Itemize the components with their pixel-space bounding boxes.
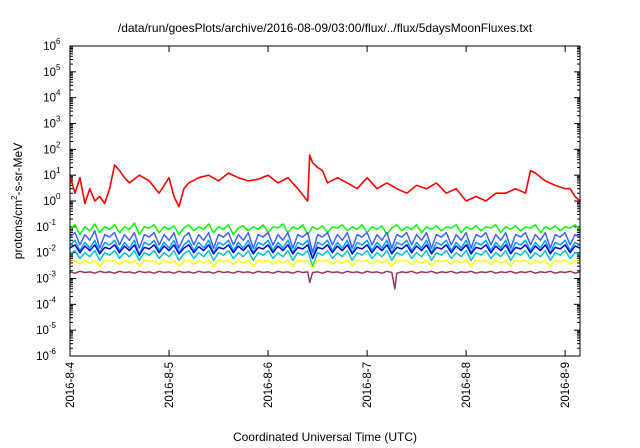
- y-tick-exponent: 3: [56, 115, 61, 124]
- series-group: [69, 154, 581, 290]
- x-tick-label: 2016-8-5: [164, 362, 176, 408]
- y-tick-exponent: 4: [56, 89, 61, 98]
- y-tick-label: 105: [43, 63, 61, 79]
- y-axis-label-rest: -s-sr-MeV: [11, 143, 25, 196]
- x-tick-label: 2016-8-6: [263, 362, 275, 408]
- y-tick-label: 10-4: [36, 295, 56, 311]
- y-tick-label: 103: [43, 115, 61, 131]
- x-tick-label: 2016-8-8: [461, 362, 473, 408]
- series-line-4: [69, 239, 581, 260]
- y-tick-label: 102: [43, 140, 61, 156]
- y-tick-base: 10: [36, 299, 49, 311]
- x-tick-label: 2016-8-9: [560, 362, 572, 408]
- series-line-3: [69, 230, 581, 254]
- series-line-1: [69, 154, 581, 208]
- series-line-2: [69, 222, 581, 236]
- chart-title: /data/run/goesPlots/archive/2016-08-09/0…: [118, 21, 533, 35]
- y-tick-base: 10: [36, 274, 49, 286]
- series-line-8: [69, 270, 581, 290]
- series-line-6: [69, 249, 581, 267]
- y-tick-exponent: 1: [56, 166, 61, 175]
- y-tick-label: 106: [43, 37, 61, 53]
- series-line-5: [69, 244, 581, 260]
- y-tick-label: 101: [43, 166, 61, 182]
- y-tick-base: 10: [43, 196, 56, 208]
- y-tick-exponent: -3: [49, 270, 57, 279]
- y-tick-exponent: -4: [49, 295, 57, 304]
- y-tick-label: 10-3: [36, 270, 56, 286]
- y-tick-exponent: -5: [49, 321, 57, 330]
- y-tick-exponent: 6: [56, 37, 61, 46]
- y-tick-label: 10-6: [36, 347, 56, 363]
- x-axis-label: Coordinated Universal Time (UTC): [233, 430, 417, 444]
- y-tick-label: 10-5: [36, 321, 56, 337]
- y-tick-base: 10: [36, 222, 49, 234]
- y-axis-label: protons/cm2-s-sr-MeV: [10, 143, 25, 259]
- y-tick-base: 10: [43, 67, 56, 79]
- y-tick-base: 10: [43, 93, 56, 105]
- y-tick-label: 104: [43, 89, 61, 105]
- y-tick-base: 10: [36, 325, 49, 337]
- y-tick-base: 10: [43, 144, 56, 156]
- x-axis-ticks: 2016-8-4 2016-8-5 2016-8-6 2016-8-7 2016-8-8…: [65, 46, 572, 408]
- plot-frame: [69, 45, 581, 357]
- y-tick-label: 10-1: [36, 218, 56, 234]
- y-tick-base: 10: [43, 41, 56, 53]
- y-tick-exponent: 5: [56, 63, 61, 72]
- y-axis-label-exponent: 2: [10, 195, 19, 200]
- x-tick-label: 2016-8-7: [362, 362, 374, 408]
- x-tick-label: 2016-8-4: [65, 361, 77, 408]
- y-tick-exponent: -1: [49, 218, 57, 227]
- y-tick-base: 10: [43, 119, 56, 131]
- y-tick-exponent: 0: [56, 192, 61, 201]
- y-tick-base: 10: [36, 248, 49, 260]
- y-tick-exponent: -2: [49, 244, 57, 253]
- y-tick-exponent: -6: [49, 347, 57, 356]
- y-axis-label-main: protons/cm: [11, 200, 25, 259]
- y-tick-label: 10-2: [36, 244, 56, 260]
- y-tick-base: 10: [43, 170, 56, 182]
- series-line-7: [69, 259, 581, 269]
- y-tick-exponent: 2: [56, 140, 61, 149]
- y-tick-base: 10: [36, 351, 49, 363]
- y-tick-label: 100: [43, 192, 61, 208]
